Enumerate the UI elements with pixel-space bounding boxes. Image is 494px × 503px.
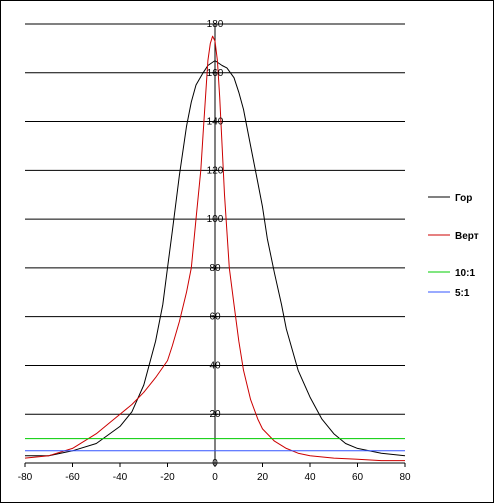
x-tick-label-20: 20 [257,472,269,483]
y-tick-label-120: 120 [207,165,224,176]
y-tick-label-60: 60 [209,312,221,323]
y-tick-label-80: 80 [209,263,221,274]
y-tick-label-20: 20 [209,409,221,420]
x-tick-labels: -80 -60 -40 -20 0 20 40 60 80 [18,472,411,483]
x-tick-label--40: -40 [113,472,128,483]
legend-label-3: 5:1 [455,288,470,299]
x-tick-label-0: 0 [212,472,218,483]
x-tick-label-80: 80 [399,472,411,483]
y-tick-label-100: 100 [207,214,224,225]
legend-label-0: Гор [455,193,472,204]
legend: Гор Верт 10:1 5:1 [428,193,479,299]
y-tick-label-180: 180 [207,19,224,30]
x-tick-label--80: -80 [18,472,33,483]
x-tick-label--60: -60 [65,472,80,483]
series-line-1 [24,35,405,462]
series-group [24,35,406,462]
x-tick-label-40: 40 [304,472,316,483]
legend-label-1: Верт [455,231,479,242]
y-tick-label-160: 160 [207,68,224,79]
y-tick-label-0: 0 [212,458,218,469]
axes [24,23,406,467]
legend-label-2: 10:1 [455,268,475,279]
x-tick-label-60: 60 [352,472,364,483]
y-tick-labels: 0 20 40 60 80 100 120 140 160 180 [207,19,224,469]
y-tick-label-140: 140 [207,117,224,128]
x-tick-label--20: -20 [160,472,175,483]
y-tick-label-40: 40 [209,360,221,371]
series-line-0 [25,60,406,457]
